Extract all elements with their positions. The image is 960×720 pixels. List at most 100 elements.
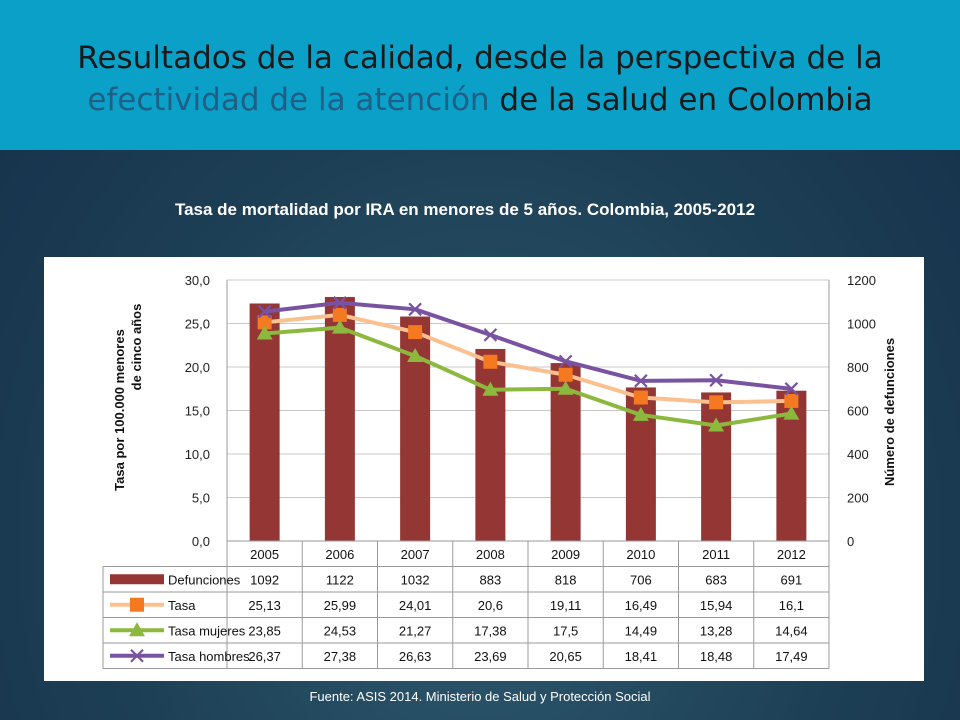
data-label-tasa-mujeres: 13,28	[700, 623, 733, 638]
data-label-tasa-hombres: 20,65	[549, 649, 582, 664]
category-label: 2012	[777, 547, 806, 562]
legend-marker-tasa-mujeres	[129, 622, 145, 637]
data-label-tasa-hombres: 26,63	[399, 649, 432, 664]
left-tick-label: 15,0	[185, 404, 210, 419]
marker-tasa-hombres	[709, 373, 723, 388]
category-label: 2006	[325, 547, 354, 562]
chart-panel: 0,0 0 5,0 200 10,0 400 15,0 600 20,0 800 25,0 1000 3…	[44, 257, 924, 681]
category-label: 2005	[250, 547, 279, 562]
marker-tasa-hombres	[257, 304, 272, 319]
right-tick-label: 400	[847, 447, 869, 462]
marker-tasa	[483, 354, 498, 369]
bar-defunciones	[249, 303, 280, 541]
data-label-tasa-mujeres: 17,38	[474, 623, 507, 638]
marker-tasa	[558, 367, 573, 382]
right-tick-label: 0	[847, 534, 854, 549]
marker-tasa-mujeres	[557, 380, 574, 395]
marker-tasa	[709, 395, 724, 410]
right-tick-label: 200	[847, 491, 869, 506]
marker-tasa	[408, 325, 423, 340]
bar-defunciones	[701, 392, 732, 541]
data-label-tasa-mujeres: 17,5	[553, 623, 578, 638]
marker-tasa-mujeres	[632, 406, 649, 421]
data-label-defunciones: 691	[781, 572, 803, 587]
chart-subtitle: Tasa de mortalidad por IRA en menores de…	[174, 200, 756, 219]
data-label-tasa: 19,11	[550, 598, 582, 613]
data-label-tasa-hombres: 18,48	[700, 649, 733, 664]
marker-tasa-mujeres	[331, 319, 348, 334]
marker-tasa-hombres	[784, 382, 799, 396]
data-label-tasa-mujeres: 14,49	[625, 623, 658, 638]
marker-tasa-hombres	[333, 296, 347, 310]
data-label-tasa-hombres: 26,37	[248, 649, 281, 664]
marker-tasa-hombres	[483, 328, 498, 342]
data-label-tasa-hombres: 27,38	[324, 649, 357, 664]
data-label-tasa: 16,1	[779, 598, 804, 613]
category-label: 2009	[551, 547, 580, 562]
data-label-tasa: 25,13	[248, 598, 281, 613]
slide-title-highlight: efectividad de la atención	[87, 82, 490, 118]
marker-tasa-mujeres	[783, 405, 800, 420]
left-tick-label: 25,0	[185, 317, 210, 332]
bar-defunciones	[324, 296, 355, 541]
legend-marker-tasa-hombres	[130, 648, 144, 663]
category-label: 2010	[626, 547, 655, 562]
legend-label-tasa: Tasa	[168, 598, 196, 613]
data-label-tasa-hombres: 17,49	[775, 649, 808, 664]
marker-tasa-mujeres	[256, 325, 273, 340]
left-axis-title-line2: de cinco años	[129, 304, 144, 391]
data-label-tasa-mujeres: 14,64	[775, 623, 808, 638]
right-tick-label: 800	[847, 360, 869, 375]
right-tick-label: 1000	[847, 317, 876, 332]
legend-label-defunciones: Defunciones	[168, 572, 241, 587]
line-tasa-mujeres	[264, 325, 792, 428]
marker-tasa-hombres	[634, 374, 648, 388]
data-label-tasa-hombres: 23,69	[474, 649, 507, 664]
source-note: Fuente: ASIS 2014. Ministerio de Salud y…	[309, 689, 651, 704]
marker-tasa	[257, 315, 272, 330]
marker-tasa-hombres	[408, 302, 422, 317]
left-tick-label: 20,0	[185, 360, 210, 375]
data-label-defunciones: 883	[480, 572, 502, 587]
line-tasa-hombres	[264, 300, 792, 391]
category-label: 2008	[476, 547, 505, 562]
right-tick-label: 1200	[847, 273, 876, 288]
left-tick-label: 0,0	[192, 534, 210, 549]
data-label-tasa-mujeres: 21,27	[399, 623, 432, 638]
data-label-defunciones: 1122	[326, 572, 354, 587]
left-axis-title: Tasa por 100.000 menores	[112, 329, 127, 491]
data-label-defunciones: 1092	[250, 572, 279, 587]
marker-tasa-mujeres	[407, 347, 424, 362]
marker-tasa-mujeres	[482, 381, 499, 396]
slide-title-rest: de la salud en Colombia	[489, 82, 873, 118]
legend-label-tasa-mujeres: Tasa mujeres	[168, 623, 246, 638]
legend-key-defunciones	[110, 574, 164, 585]
right-tick-label: 600	[847, 404, 869, 419]
legend-marker-tasa	[130, 597, 144, 612]
data-label-tasa: 24,01	[399, 598, 432, 613]
marker-tasa-mujeres	[708, 417, 725, 432]
marker-tasa	[332, 307, 347, 322]
slide-header: Resultados de la calidad, desde la persp…	[0, 0, 960, 150]
data-label-tasa: 16,49	[625, 598, 658, 613]
left-tick-label: 30,0	[185, 273, 210, 288]
data-label-tasa-mujeres: 24,53	[324, 623, 357, 638]
data-label-defunciones: 818	[555, 572, 577, 587]
data-label-tasa: 15,94	[700, 598, 733, 613]
data-label-defunciones: 683	[705, 572, 727, 587]
category-label: 2007	[401, 547, 430, 562]
bar-defunciones	[475, 348, 506, 541]
legend-label-tasa-hombres: Tasa hombres	[168, 649, 250, 664]
data-label-tasa-mujeres: 23,85	[248, 623, 281, 638]
slide-title-line2: efectividad de la atención de la salud e…	[0, 82, 960, 118]
data-label-tasa: 25,99	[324, 598, 357, 613]
data-label-tasa: 20,6	[478, 598, 503, 613]
data-label-defunciones: 1032	[401, 572, 430, 587]
category-label: 2011	[702, 547, 730, 562]
mortality-chart: 0,0 0 5,0 200 10,0 400 15,0 600 20,0 800 25,0 1000 3…	[102, 273, 897, 669]
marker-tasa	[784, 393, 799, 408]
right-axis-title: Número de defunciones	[882, 338, 897, 486]
marker-tasa	[633, 390, 648, 405]
line-tasa	[264, 312, 792, 405]
data-label-defunciones: 706	[630, 572, 652, 587]
